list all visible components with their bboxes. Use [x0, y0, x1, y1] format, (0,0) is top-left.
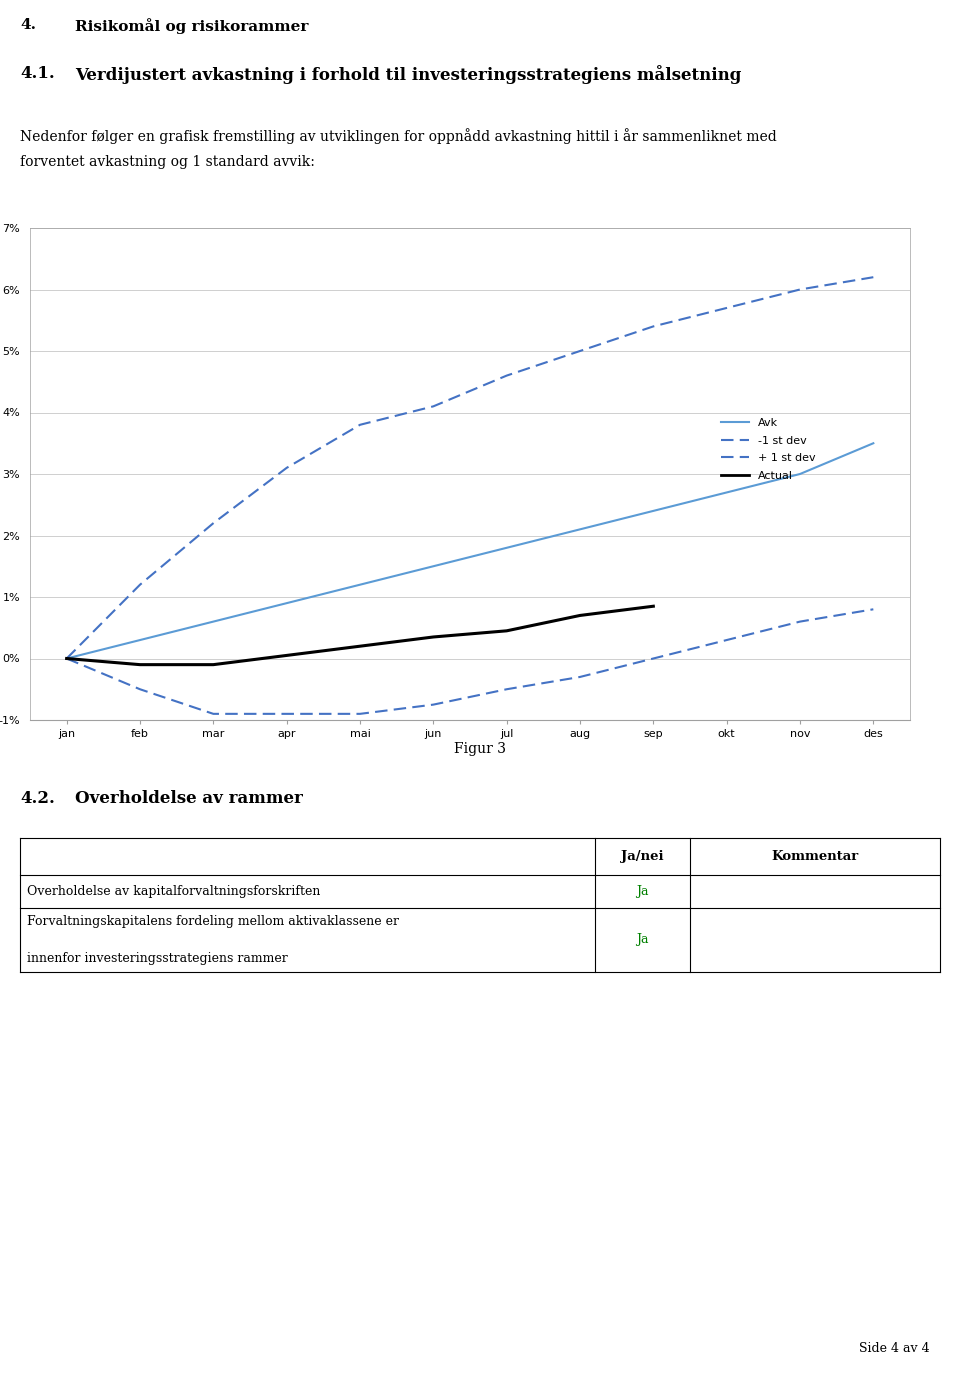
Text: 4.2.: 4.2.: [20, 790, 55, 807]
Legend: Avk, -1 st dev, + 1 st dev, Actual: Avk, -1 st dev, + 1 st dev, Actual: [716, 414, 820, 485]
Text: Side 4 av 4: Side 4 av 4: [859, 1342, 930, 1355]
Text: Ja/nei: Ja/nei: [621, 851, 663, 863]
Text: 4.1.: 4.1.: [20, 65, 55, 82]
Text: Figur 3: Figur 3: [454, 742, 506, 756]
Text: Risikomål og risikorammer: Risikomål og risikorammer: [75, 18, 308, 34]
Text: Forvaltningskapitalens fordeling mellom aktivaklassene er: Forvaltningskapitalens fordeling mellom …: [27, 915, 399, 927]
Text: forventet avkastning og 1 standard avvik:: forventet avkastning og 1 standard avvik…: [20, 155, 315, 169]
Text: Nedenfor følger en grafisk fremstilling av utviklingen for oppnådd avkastning hi: Nedenfor følger en grafisk fremstilling …: [20, 128, 777, 144]
Text: Kommentar: Kommentar: [772, 851, 858, 863]
Text: Overholdelse av kapitalforvaltningsforskriften: Overholdelse av kapitalforvaltningsforsk…: [27, 885, 321, 899]
Text: innenfor investeringsstrategiens rammer: innenfor investeringsstrategiens rammer: [27, 952, 288, 966]
Text: Overholdelse av rammer: Overholdelse av rammer: [75, 790, 302, 807]
Text: Ja: Ja: [636, 933, 649, 947]
Text: 4.: 4.: [20, 18, 36, 32]
Text: Verdijustert avkastning i forhold til investeringsstrategiens målsetning: Verdijustert avkastning i forhold til in…: [75, 65, 741, 84]
Text: Ja: Ja: [636, 885, 649, 899]
